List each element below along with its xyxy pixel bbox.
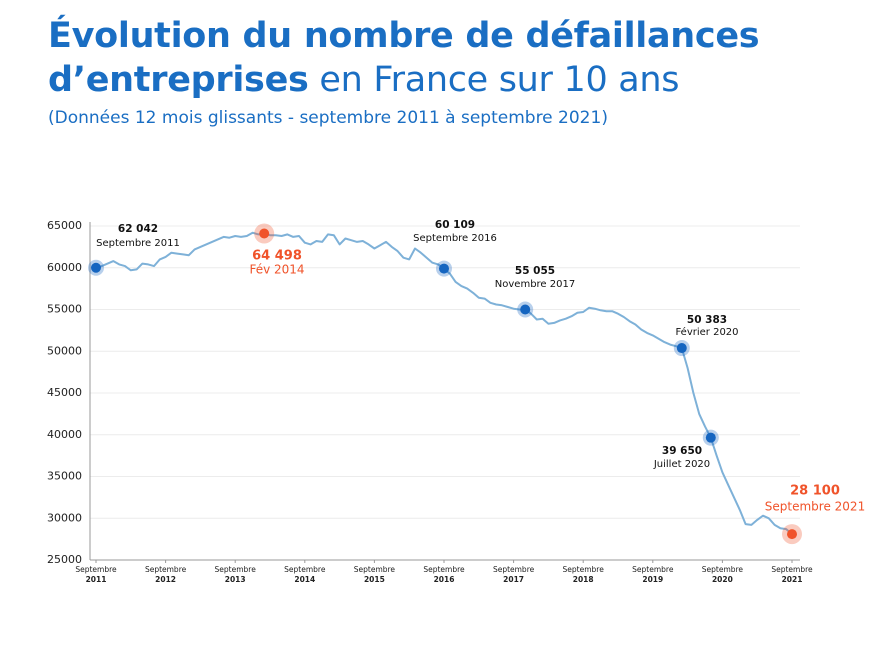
x-tick-label: 2016 — [434, 575, 455, 584]
x-tick-label: Septembre — [563, 565, 605, 574]
title-bold: d’entreprises — [48, 60, 309, 100]
y-tick-label: 65000 — [47, 219, 82, 232]
annotation-date: Juillet 2020 — [653, 459, 710, 470]
annotation-date: Novembre 2017 — [495, 279, 575, 290]
annotation-date: Fév 2014 — [249, 263, 304, 277]
x-tick-label: Septembre — [771, 565, 813, 574]
annotation-value: 62 042 — [118, 223, 158, 235]
x-tick-label: Septembre — [284, 565, 326, 574]
x-tick-label: 2017 — [503, 575, 524, 584]
y-tick-label: 35000 — [47, 470, 82, 483]
y-tick-label: 50000 — [47, 344, 82, 357]
annotation-date: Septembre 2021 — [765, 500, 865, 514]
x-tick-label: 2015 — [364, 575, 385, 584]
annotation-date: Février 2020 — [675, 326, 738, 338]
highlight-dot — [439, 263, 449, 274]
y-tick-label: 25000 — [47, 553, 82, 566]
highlight-dot — [91, 262, 101, 273]
annotation-value: 50 383 — [687, 314, 727, 326]
x-tick-label: 2018 — [573, 575, 594, 584]
x-tick-label: 2021 — [782, 575, 803, 584]
highlight-dot — [259, 228, 270, 239]
annotation-value: 28 100 — [790, 484, 840, 499]
x-tick-label: Septembre — [75, 565, 117, 574]
annotation-value: 64 498 — [252, 249, 302, 264]
x-tick-label: Septembre — [354, 565, 396, 574]
x-tick-label: Septembre — [215, 565, 257, 574]
annotation-value: 39 650 — [662, 445, 702, 457]
title-rest: en France sur 10 ans — [308, 60, 680, 100]
highlight-dot — [520, 304, 531, 315]
x-tick-label: Septembre — [493, 565, 535, 574]
annotation-date: Septembre 2016 — [413, 233, 497, 244]
x-tick-label: 2020 — [712, 575, 733, 584]
x-tick-label: Septembre — [145, 565, 187, 574]
y-tick-label: 40000 — [47, 428, 82, 441]
x-tick-label: Septembre — [632, 565, 674, 574]
y-tick-label: 55000 — [47, 303, 82, 316]
x-tick-label: 2013 — [225, 575, 246, 584]
x-tick-label: 2014 — [294, 575, 315, 584]
x-tick-label: 2012 — [155, 575, 176, 584]
subtitle: (Données 12 mois glissants - septembre 2… — [48, 108, 608, 128]
x-tick-label: 2011 — [86, 575, 107, 584]
annotation-value: 60 109 — [435, 219, 475, 231]
title: d’entreprises en France sur 10 ans — [48, 58, 759, 102]
highlight-dot — [676, 343, 687, 354]
y-tick-label: 60000 — [47, 261, 82, 274]
x-tick-label: Septembre — [423, 565, 465, 574]
highlight-dot — [787, 529, 797, 540]
annotation-date: Septembre 2011 — [96, 238, 180, 249]
highlight-dot — [705, 432, 716, 443]
y-tick-label: 45000 — [47, 386, 82, 399]
header: Évolution du nombre de défaillances d’en… — [48, 14, 760, 128]
line — [95, 231, 793, 535]
title: Évolution du nombre de défaillances — [48, 16, 760, 56]
x-tick-label: Septembre — [702, 565, 744, 574]
y-tick-label: 30000 — [47, 511, 82, 524]
annotation-value: 55 055 — [515, 265, 555, 277]
x-tick-label: 2019 — [642, 575, 663, 584]
